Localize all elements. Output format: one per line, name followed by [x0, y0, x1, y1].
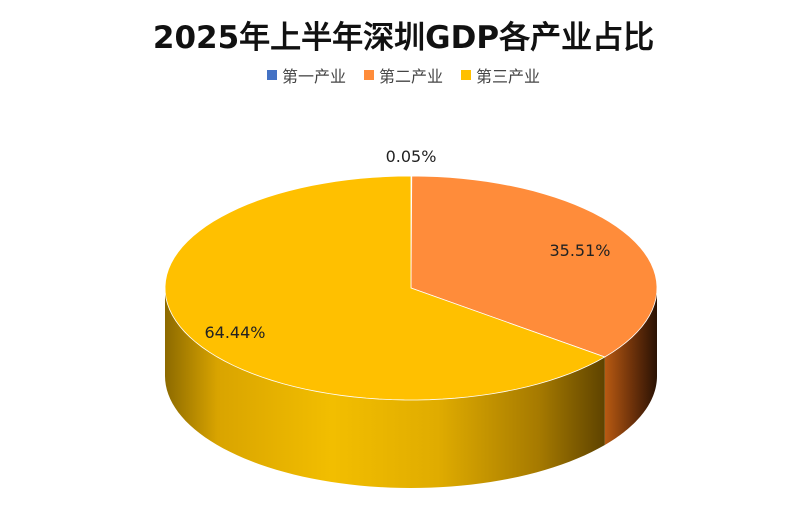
legend-label-primary: 第一产业	[281, 67, 346, 86]
legend-item-secondary: 第二产业	[363, 63, 443, 87]
pie-side-tertiary	[165, 288, 605, 488]
legend-label-tertiary: 第三产业	[476, 67, 541, 86]
legend-swatch-tertiary	[461, 70, 471, 80]
pie-tops	[164, 175, 658, 401]
pie-labels: 0.05% 35.51% 64.44%	[204, 147, 610, 342]
legend-item-tertiary: 第三产业	[461, 63, 540, 87]
pie-slice-tertiary[interactable]	[164, 175, 606, 401]
legend-swatch-primary	[266, 70, 277, 80]
data-label-tertiary: 64.44%	[204, 323, 265, 342]
chart-title: 2025年上半年深圳GDP各产业占比	[152, 20, 655, 56]
pie-side-secondary	[604, 288, 657, 445]
legend-label-secondary: 第二产业	[378, 67, 443, 86]
pie-slice-secondary[interactable]	[410, 175, 658, 358]
chart-legend: 第一产业 第二产业 第三产业	[0, 63, 807, 87]
legend-swatch-secondary	[363, 70, 374, 80]
data-label-primary: 0.05%	[386, 147, 437, 166]
legend-item-primary: 第一产业	[266, 63, 346, 87]
data-label-secondary: 35.51%	[549, 241, 610, 260]
pie-sides	[165, 288, 657, 488]
